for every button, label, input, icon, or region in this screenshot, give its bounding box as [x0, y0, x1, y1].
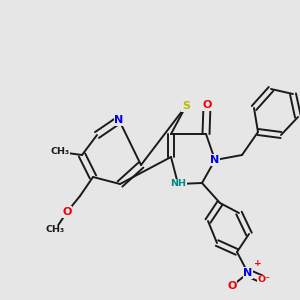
- Text: CH₃: CH₃: [45, 226, 64, 235]
- Text: +: +: [254, 259, 262, 268]
- Text: CH₃: CH₃: [50, 148, 70, 157]
- Text: O: O: [227, 281, 237, 291]
- Text: N: N: [210, 155, 220, 165]
- Text: S: S: [182, 101, 190, 111]
- Text: N: N: [114, 115, 124, 125]
- Text: N: N: [243, 268, 253, 278]
- Text: NH: NH: [170, 179, 186, 188]
- Text: O⁻: O⁻: [257, 275, 271, 284]
- Text: O: O: [202, 100, 212, 110]
- Text: O: O: [62, 207, 72, 217]
